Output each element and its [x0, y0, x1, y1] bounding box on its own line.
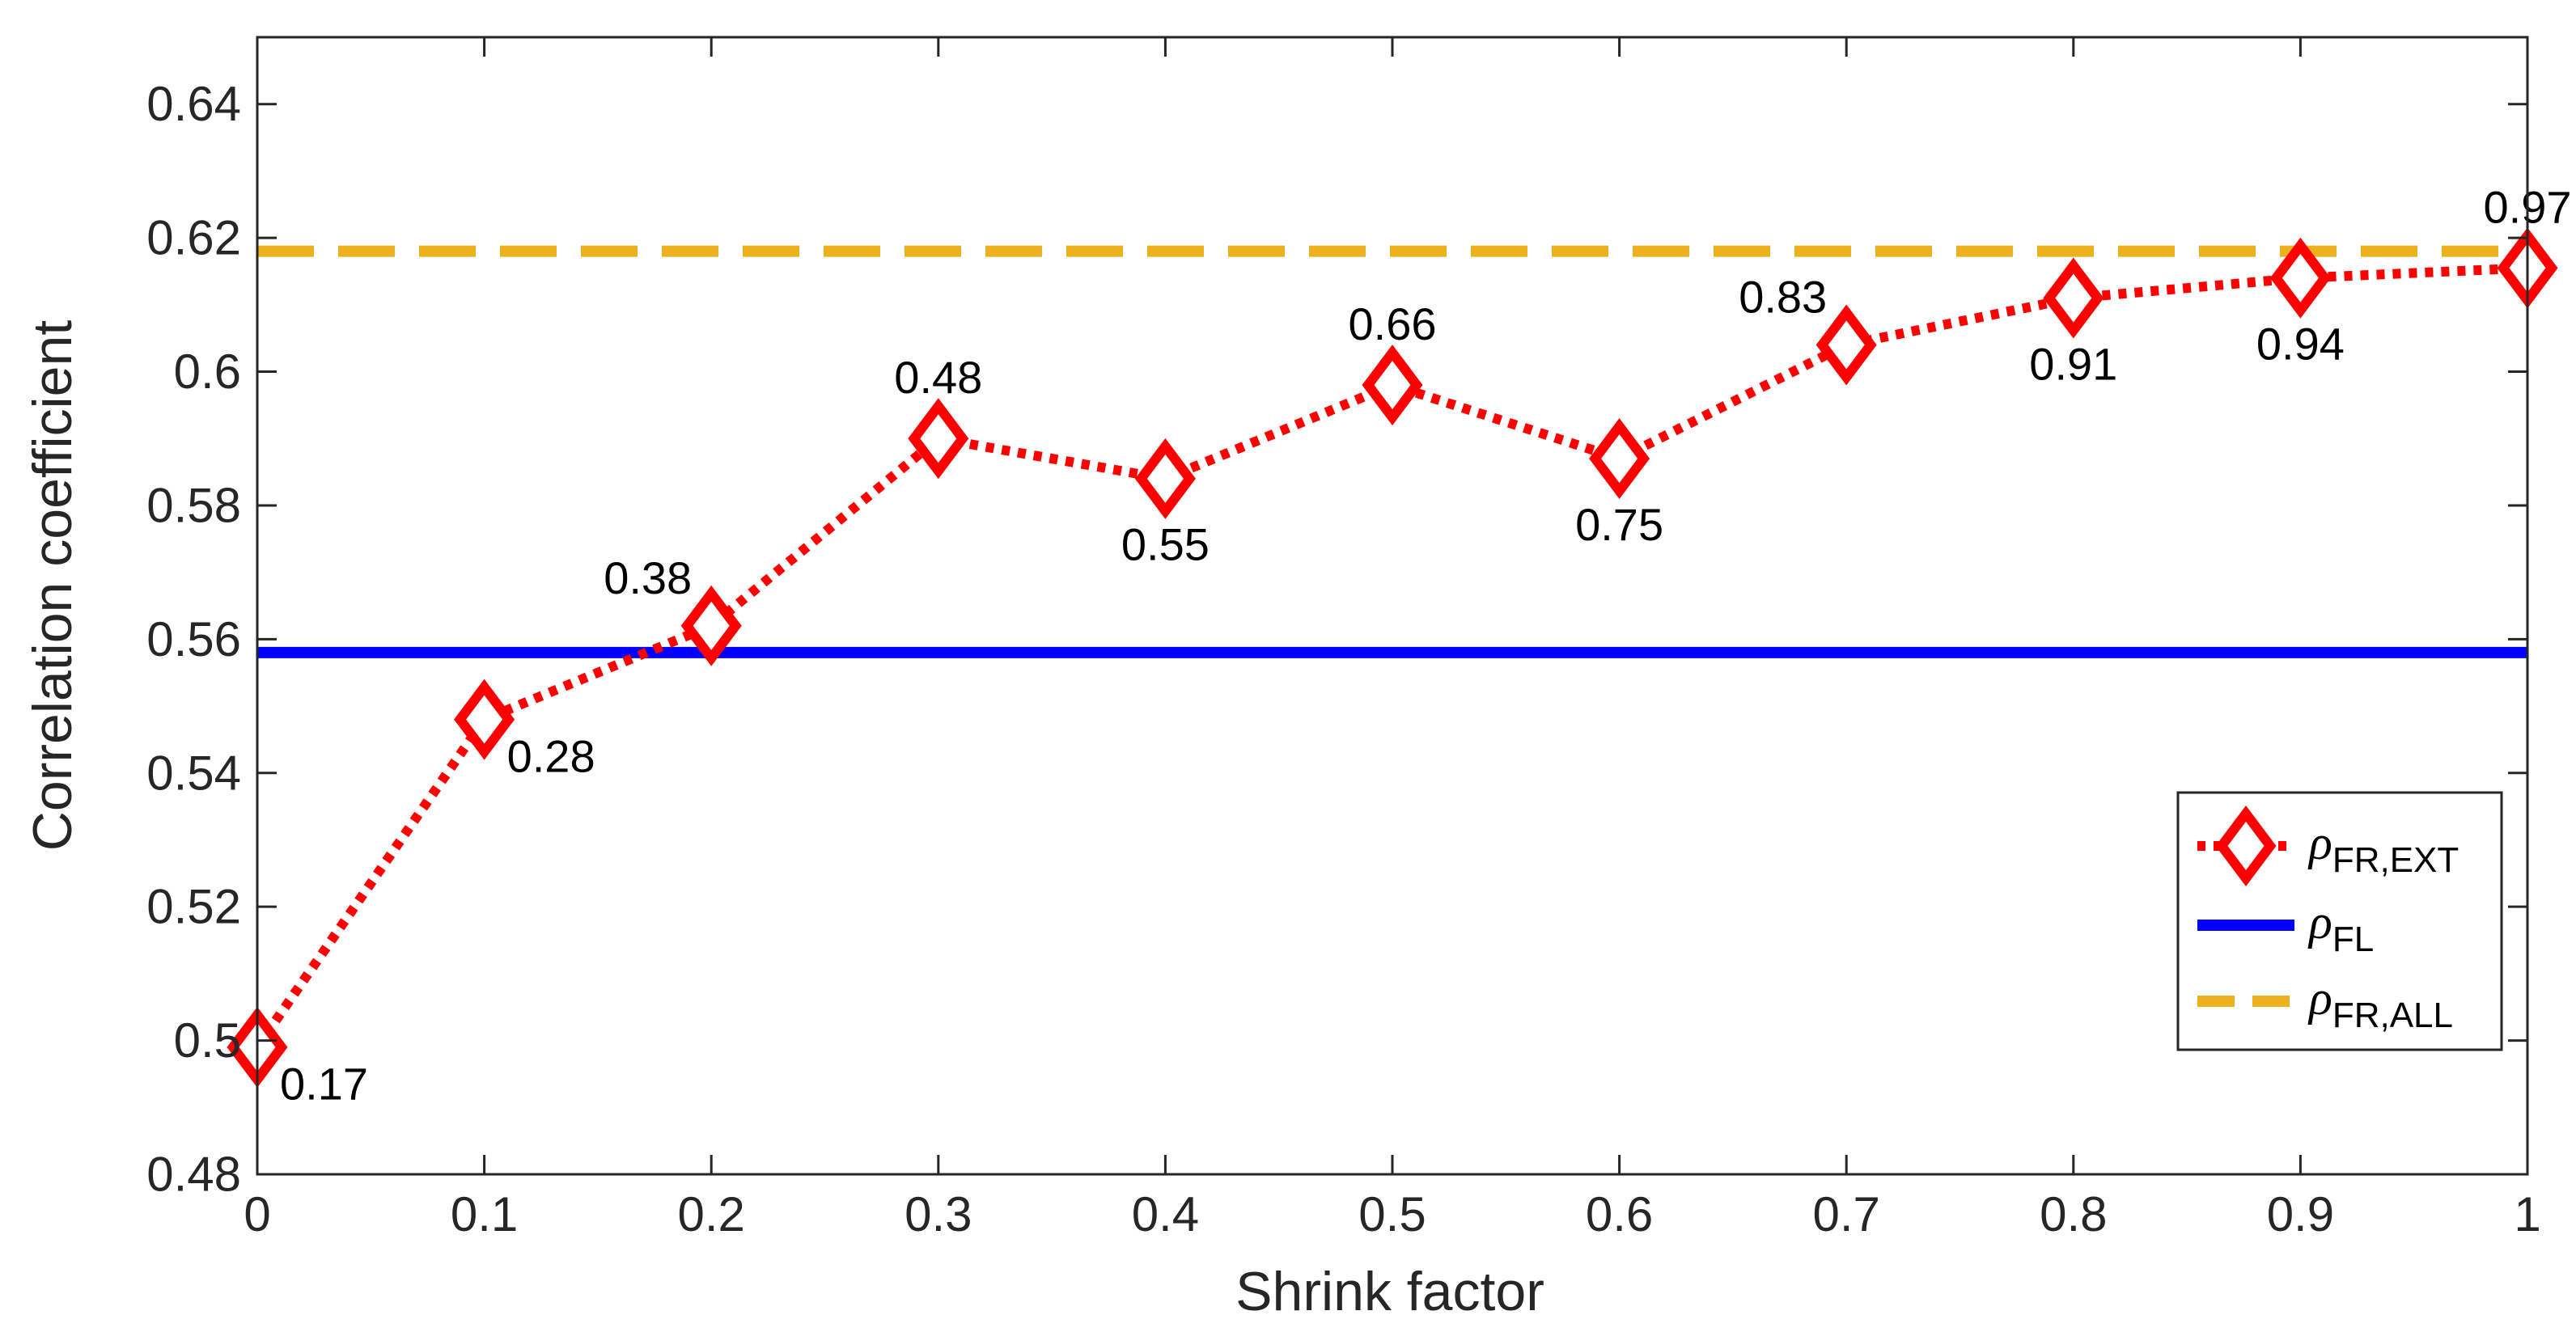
legend-label: ρFR,EXT	[2307, 816, 2459, 880]
y-tick-label: 0.56	[146, 612, 241, 666]
x-tick-label: 0.8	[2040, 1187, 2107, 1241]
fr-ext-point	[908, 398, 969, 480]
y-tick-label: 0.6	[174, 345, 241, 399]
point-label: 0.91	[2029, 338, 2117, 389]
x-tick-label: 0.7	[1812, 1187, 1879, 1241]
y-tick-label: 0.52	[146, 880, 241, 934]
x-tick-label: 0.4	[1132, 1187, 1199, 1241]
y-tick-label: 0.62	[146, 211, 241, 265]
point-label: 0.66	[1349, 298, 1437, 349]
legend-label: ρFR,ALL	[2307, 971, 2453, 1035]
fr-ext-point	[2269, 237, 2331, 319]
fr-ext-point	[454, 679, 515, 760]
reference-lines	[257, 245, 2527, 658]
fr-ext-point	[1815, 304, 1877, 386]
x-tick-label: 0.6	[1586, 1187, 1653, 1241]
legend-label: ρFL	[2307, 895, 2374, 959]
fr-ext-point	[680, 585, 742, 666]
y-tick-label: 0.5	[174, 1013, 241, 1068]
fr-ext-point	[1589, 418, 1650, 500]
point-label: 0.75	[1575, 499, 1663, 550]
fr-ext-point	[1134, 438, 1196, 519]
point-label: 0.28	[507, 730, 595, 781]
point-label: 0.94	[2256, 319, 2345, 370]
x-tick-label: 0.1	[451, 1187, 518, 1241]
point-label: 0.17	[280, 1059, 368, 1110]
legend-marker-fr-ext	[2215, 806, 2277, 886]
x-tick-label: 1	[2514, 1187, 2540, 1241]
point-label: 0.83	[1739, 271, 1827, 322]
x-tick-label: 0	[244, 1187, 270, 1241]
x-axis-title: Shrink factor	[1235, 1261, 1544, 1322]
x-tick-label: 0.5	[1358, 1187, 1426, 1241]
point-label: 0.38	[604, 552, 692, 603]
legend: ρFR,EXT ρFL ρFR,ALL	[2176, 791, 2503, 1051]
y-axis-title: Correlation coefficient	[22, 320, 83, 852]
x-tick-label: 0.3	[905, 1187, 972, 1241]
point-label: 0.55	[1121, 519, 1210, 570]
x-tick-label: 0.2	[677, 1187, 744, 1241]
x-tick-label: 0.9	[2267, 1187, 2334, 1241]
y-tick-label: 0.58	[146, 478, 241, 532]
y-tick-label: 0.48	[146, 1148, 241, 1202]
point-label: 0.48	[894, 352, 982, 403]
axes: 0 0.1 0.2 0.3 0.4 0.5 0.6 0.7 0.8 0.9 10.480.50.52…	[146, 36, 2541, 1241]
y-tick-label: 0.64	[146, 77, 241, 131]
point-labels: 0.17 0.28 0.38 0.48 0.55 0.66 0.75 0.83 0.91 0.94…	[280, 181, 2572, 1109]
fr-ext-point	[1362, 345, 1423, 426]
fr-ext-point	[2043, 257, 2104, 339]
y-tick-label: 0.54	[146, 746, 241, 800]
